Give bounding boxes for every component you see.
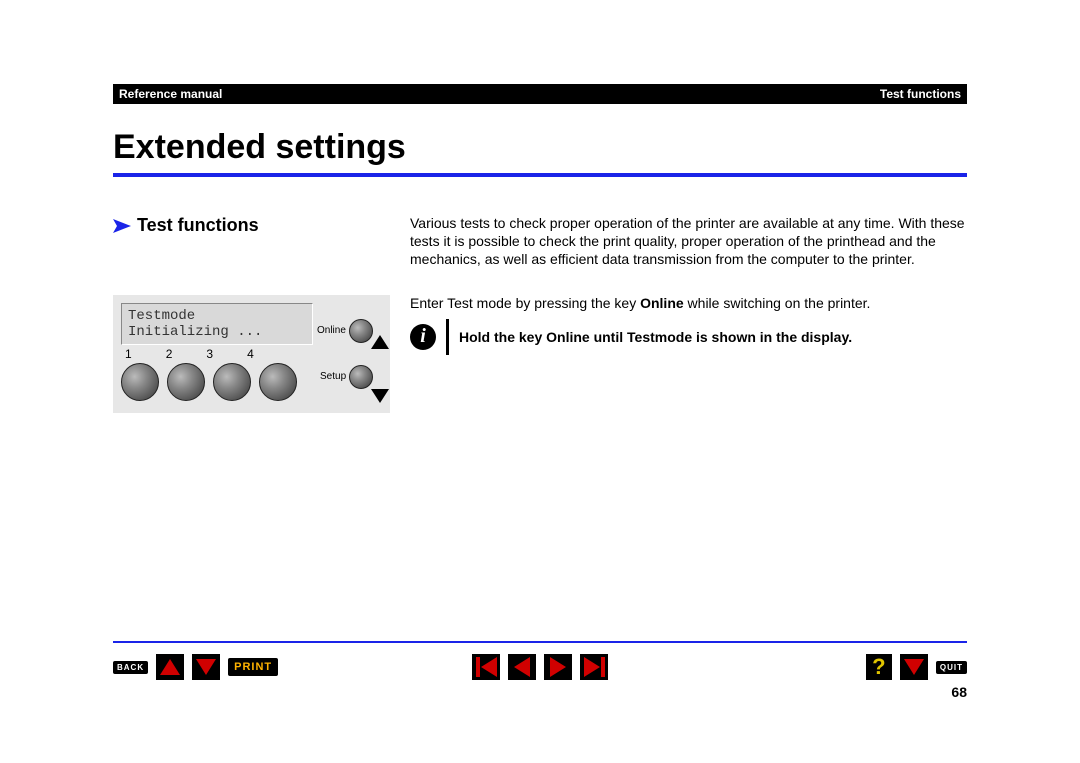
footer-rule — [113, 641, 967, 643]
note-text: Hold the key Online until Testmode is sh… — [459, 329, 852, 345]
header-left: Reference manual — [119, 84, 222, 104]
panel-button-4 — [259, 363, 297, 401]
online-label: Online — [317, 325, 346, 336]
first-page-button[interactable] — [472, 654, 500, 680]
triangle-down-icon — [904, 659, 924, 675]
page-title: Extended settings — [113, 128, 967, 167]
button-numbers: 1234 — [125, 347, 288, 361]
panel-button-2 — [167, 363, 205, 401]
info-separator — [446, 319, 449, 355]
page-number: 68 — [951, 684, 967, 700]
triangle-left-icon — [514, 657, 530, 677]
section-heading: Test functions — [137, 215, 259, 236]
printer-panel-diagram: Testmode Initializing ... 1234 Online Se… — [113, 295, 390, 413]
setup-label: Setup — [320, 371, 346, 382]
panel-button-3 — [213, 363, 251, 401]
lcd-line-2: Initializing ... — [128, 324, 306, 340]
panel-up-icon — [371, 335, 389, 349]
lcd-display: Testmode Initializing ... — [121, 303, 313, 345]
help-button[interactable]: ? — [866, 654, 892, 680]
triangle-up-icon — [160, 659, 180, 675]
triangle-right-icon — [584, 657, 600, 677]
page-down-button[interactable] — [192, 654, 220, 680]
lcd-line-1: Testmode — [128, 308, 306, 324]
prev-page-button[interactable] — [508, 654, 536, 680]
bar-icon — [476, 657, 480, 677]
online-button — [349, 319, 373, 343]
last-page-button[interactable] — [580, 654, 608, 680]
next-page-button[interactable] — [544, 654, 572, 680]
quit-down-button[interactable] — [900, 654, 928, 680]
info-note: i Hold the key Online until Testmode is … — [410, 319, 965, 355]
panel-button-1 — [121, 363, 159, 401]
back-button[interactable]: BACK — [113, 661, 148, 674]
section-arrow-icon — [113, 219, 131, 233]
header-right: Test functions — [880, 84, 961, 104]
print-button[interactable]: PRINT — [228, 658, 278, 676]
panel-down-icon — [371, 389, 389, 403]
bar-icon — [601, 657, 605, 677]
setup-button — [349, 365, 373, 389]
triangle-right-icon — [550, 657, 566, 677]
title-rule — [113, 173, 967, 177]
triangle-left-icon — [481, 657, 497, 677]
quit-button[interactable]: QUIT — [936, 661, 967, 674]
page-up-button[interactable] — [156, 654, 184, 680]
triangle-down-icon — [196, 659, 216, 675]
intro-paragraph: Various tests to check proper operation … — [410, 215, 965, 283]
paragraph-2: Enter Test mode by pressing the key Onli… — [410, 295, 965, 313]
paragraph-1: Various tests to check proper operation … — [410, 215, 965, 269]
header-bar: Reference manual Test functions — [113, 84, 967, 104]
info-icon: i — [410, 324, 436, 350]
